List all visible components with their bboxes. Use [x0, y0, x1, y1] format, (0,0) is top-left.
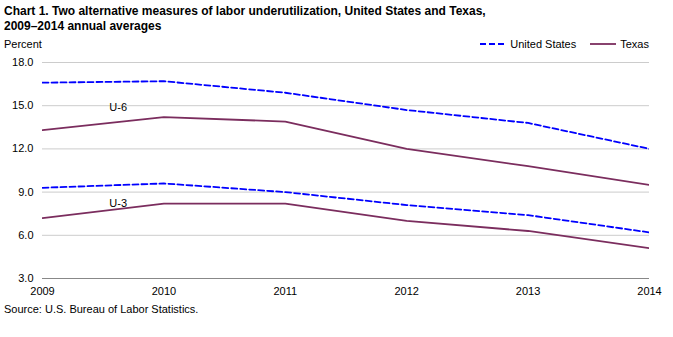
svg-text:2014: 2014: [637, 285, 661, 297]
svg-text:U-3: U-3: [109, 197, 127, 209]
svg-text:2011: 2011: [273, 285, 297, 297]
html-text:Source: U.S. Bureau of Labor S: Source: U.S. Bureau of Labor Statistics.: [4, 303, 199, 315]
svg-text:U-6: U-6: [109, 101, 127, 113]
svg-text:12.0: 12.0: [12, 142, 33, 154]
svg-text:6.0: 6.0: [18, 229, 33, 241]
html-text:Chart 1. Two alternative measu: Chart 1. Two alternative measures of lab…: [4, 4, 486, 18]
html-text:Texas: Texas: [620, 38, 649, 50]
svg-text:15.0: 15.0: [12, 99, 33, 111]
svg-text:2009: 2009: [30, 285, 54, 297]
html-text:2009–2014 annual averages: 2009–2014 annual averages: [4, 19, 162, 33]
svg-text:2010: 2010: [152, 285, 176, 297]
svg-text:3.0: 3.0: [18, 272, 33, 284]
html-text:Percent: Percent: [4, 38, 42, 50]
svg-text:9.0: 9.0: [18, 186, 33, 198]
svg-text:18.0: 18.0: [12, 56, 33, 68]
svg-text:2012: 2012: [394, 285, 418, 297]
svg-text:2013: 2013: [516, 285, 540, 297]
html-text:United States: United States: [510, 38, 577, 50]
